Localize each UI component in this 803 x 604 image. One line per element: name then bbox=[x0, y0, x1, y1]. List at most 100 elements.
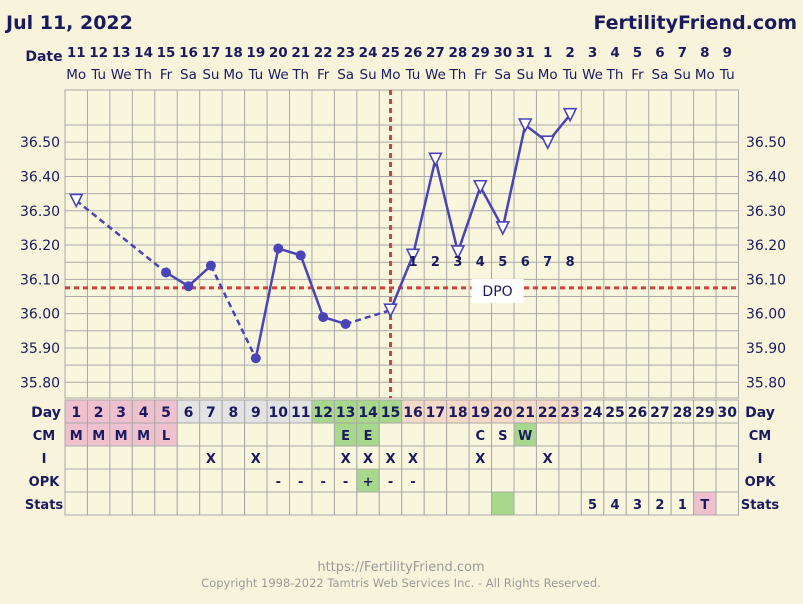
cell-value: 2 bbox=[655, 498, 664, 513]
row-label-left: I bbox=[42, 452, 47, 467]
date-label: 21 bbox=[291, 45, 310, 61]
day-number: 18 bbox=[448, 405, 467, 421]
table-cell bbox=[244, 422, 268, 447]
day-number: 10 bbox=[269, 405, 289, 421]
table-cell bbox=[311, 422, 335, 447]
weekday-label: Sa bbox=[494, 67, 511, 83]
table-cell bbox=[580, 445, 605, 470]
temp-line-dashed bbox=[345, 309, 391, 326]
row-label-right: Stats bbox=[741, 498, 780, 513]
temp-point bbox=[183, 281, 194, 292]
table-cell bbox=[311, 445, 335, 470]
y-tick-label-left: 36.50 bbox=[20, 135, 60, 151]
cell-value: - bbox=[410, 475, 415, 490]
row-label-left: Stats bbox=[25, 498, 64, 513]
cell-value: 4 bbox=[611, 498, 620, 513]
day-number: 6 bbox=[184, 405, 194, 421]
table-cell bbox=[378, 491, 403, 516]
weekday-label: Tu bbox=[405, 67, 421, 83]
weekday-label: Fr bbox=[631, 67, 644, 83]
table-cell bbox=[446, 468, 470, 493]
date-label: 29 bbox=[471, 45, 490, 61]
date-label: 19 bbox=[246, 45, 265, 61]
table-cell bbox=[64, 445, 88, 470]
day-number: 22 bbox=[538, 405, 557, 421]
date-label: 1 bbox=[543, 45, 552, 61]
plot-area bbox=[64, 89, 739, 399]
date-label: 15 bbox=[157, 45, 176, 61]
y-tick-label-left: 36.00 bbox=[20, 307, 60, 323]
table-cell bbox=[378, 422, 403, 447]
date-row-label: Date bbox=[25, 49, 62, 65]
table-cell bbox=[64, 468, 88, 493]
table-cell bbox=[266, 422, 290, 447]
table-cell bbox=[558, 422, 582, 447]
temp-point-triangle bbox=[517, 118, 533, 133]
cell-value: X bbox=[363, 452, 373, 467]
table-cell bbox=[558, 468, 582, 493]
table-cell bbox=[468, 468, 493, 493]
table-cell bbox=[109, 445, 133, 470]
day-number: 21 bbox=[515, 405, 534, 421]
weekday-label: Mo bbox=[695, 67, 715, 83]
cell-value: X bbox=[475, 452, 485, 467]
table-cell bbox=[356, 491, 380, 516]
date-label: 7 bbox=[678, 45, 687, 61]
temp-point bbox=[318, 312, 329, 323]
temp-point bbox=[205, 260, 216, 271]
cell-value: X bbox=[408, 452, 418, 467]
cell-value: E bbox=[364, 429, 373, 444]
table-cell bbox=[221, 468, 246, 493]
date-label: 25 bbox=[381, 45, 400, 61]
table-cell bbox=[715, 491, 739, 516]
weekday-label: Mo bbox=[538, 67, 558, 83]
table-cell bbox=[289, 491, 313, 516]
table-cell bbox=[221, 445, 246, 470]
cell-value: 1 bbox=[678, 498, 687, 513]
dpo-number: 2 bbox=[431, 255, 440, 270]
date-label: 17 bbox=[202, 45, 221, 61]
day-number: 1 bbox=[71, 405, 81, 421]
table-cell bbox=[670, 468, 695, 493]
table-cell bbox=[199, 468, 223, 493]
y-tick-label-right: 35.80 bbox=[746, 375, 786, 391]
table-cell bbox=[693, 422, 717, 447]
table-cell bbox=[446, 445, 470, 470]
table-cell bbox=[154, 445, 178, 470]
cell-value: M bbox=[115, 429, 128, 444]
y-tick-label-left: 36.10 bbox=[20, 272, 60, 288]
temp-point-triangle bbox=[473, 179, 488, 195]
table-cell bbox=[535, 422, 560, 447]
cell-value: - bbox=[343, 475, 348, 490]
day-number: 7 bbox=[206, 405, 216, 421]
date-label: 14 bbox=[134, 45, 153, 61]
weekday-label: Su bbox=[674, 67, 691, 83]
weekday-label: Th bbox=[448, 67, 466, 83]
row-label-right: OPK bbox=[745, 475, 777, 490]
cell-value: W bbox=[518, 429, 532, 444]
table-cell bbox=[648, 422, 672, 447]
day-number: 20 bbox=[493, 405, 513, 421]
footer-url[interactable]: https://FertilityFriend.com bbox=[317, 560, 484, 575]
table-cell bbox=[176, 491, 201, 516]
weekday-label: We bbox=[582, 67, 603, 83]
temp-point-triangle bbox=[540, 135, 555, 150]
table-cell bbox=[266, 445, 290, 470]
weekday-label: Su bbox=[360, 67, 377, 83]
temp-line bbox=[254, 248, 280, 359]
table-cell bbox=[131, 445, 156, 470]
y-tick-label-left: 35.90 bbox=[20, 341, 60, 357]
temp-point bbox=[340, 318, 351, 329]
weekday-label: We bbox=[111, 67, 132, 83]
date-label: 30 bbox=[493, 45, 512, 61]
table-cell bbox=[625, 468, 650, 493]
table-cell bbox=[176, 422, 201, 447]
date-label: 4 bbox=[610, 45, 619, 61]
table-cell bbox=[446, 491, 470, 516]
date-label: 26 bbox=[404, 45, 423, 61]
date-label: 8 bbox=[700, 45, 709, 61]
y-tick-label-right: 36.50 bbox=[746, 135, 786, 151]
table-cell bbox=[558, 491, 582, 516]
table-cell bbox=[491, 445, 515, 470]
date-label: 13 bbox=[112, 45, 131, 61]
